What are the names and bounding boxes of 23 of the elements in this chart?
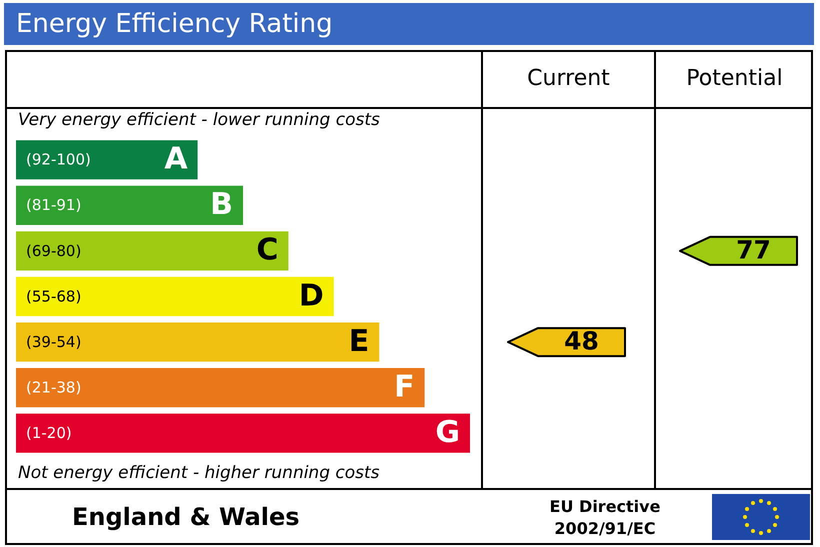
text: Potential: [685, 66, 784, 91]
y-tick-label: C: [256, 232, 278, 268]
text: 77: [736, 235, 771, 264]
text: EU Directive 2002/91/EC: [548, 496, 662, 540]
chart-title: Energy Efficiency Rating: [4, 3, 814, 45]
text: Not energy efficient - higher running costs: [18, 463, 380, 483]
annotation: (55-68): [26, 287, 82, 306]
annotation: (69-80): [26, 242, 82, 260]
y-tick-label: A: [164, 142, 188, 177]
text: Very energy efficient - lower running costs: [18, 110, 380, 130]
annotation: (81-91): [26, 196, 82, 214]
text: England & Wales: [72, 503, 300, 531]
annotation: (39-54): [26, 332, 82, 351]
annotation: (21-38): [26, 378, 82, 397]
y-tick-label: G: [435, 415, 460, 450]
text: 48: [564, 326, 599, 356]
y-tick-label: D: [298, 278, 324, 314]
annotation: (92-100): [26, 150, 91, 169]
annotation: (1-20): [26, 424, 72, 442]
text: Current: [526, 66, 611, 91]
y-tick-label: B: [210, 187, 233, 222]
y-tick-label: F: [394, 369, 415, 404]
y-tick-label: E: [348, 324, 370, 359]
